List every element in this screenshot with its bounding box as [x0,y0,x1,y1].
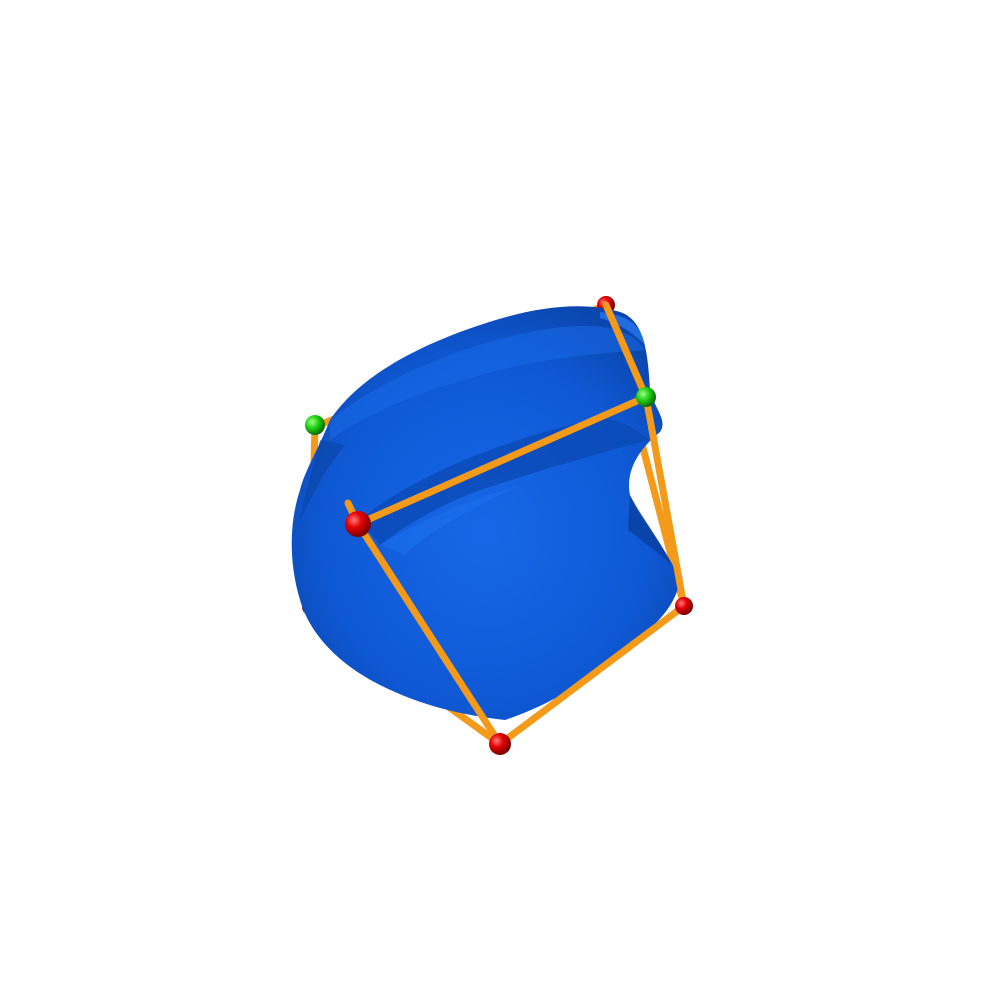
bbox-edge-front-right [642,393,688,610]
marker-sphere-front-top-right [636,387,656,407]
bbox-edge-top-depth [602,301,650,401]
corner-sphere-front-bottom-right [675,597,693,615]
marker-sphere-back-left [305,415,325,435]
bbox-edge-front-left [354,520,504,748]
corner-sphere-front-top-left [345,511,371,537]
corner-sphere-front-bottom [489,733,511,755]
bbox-edge-front-top [354,393,650,528]
front-edges [344,301,688,748]
bbox-edge-front-bottom [496,602,688,748]
